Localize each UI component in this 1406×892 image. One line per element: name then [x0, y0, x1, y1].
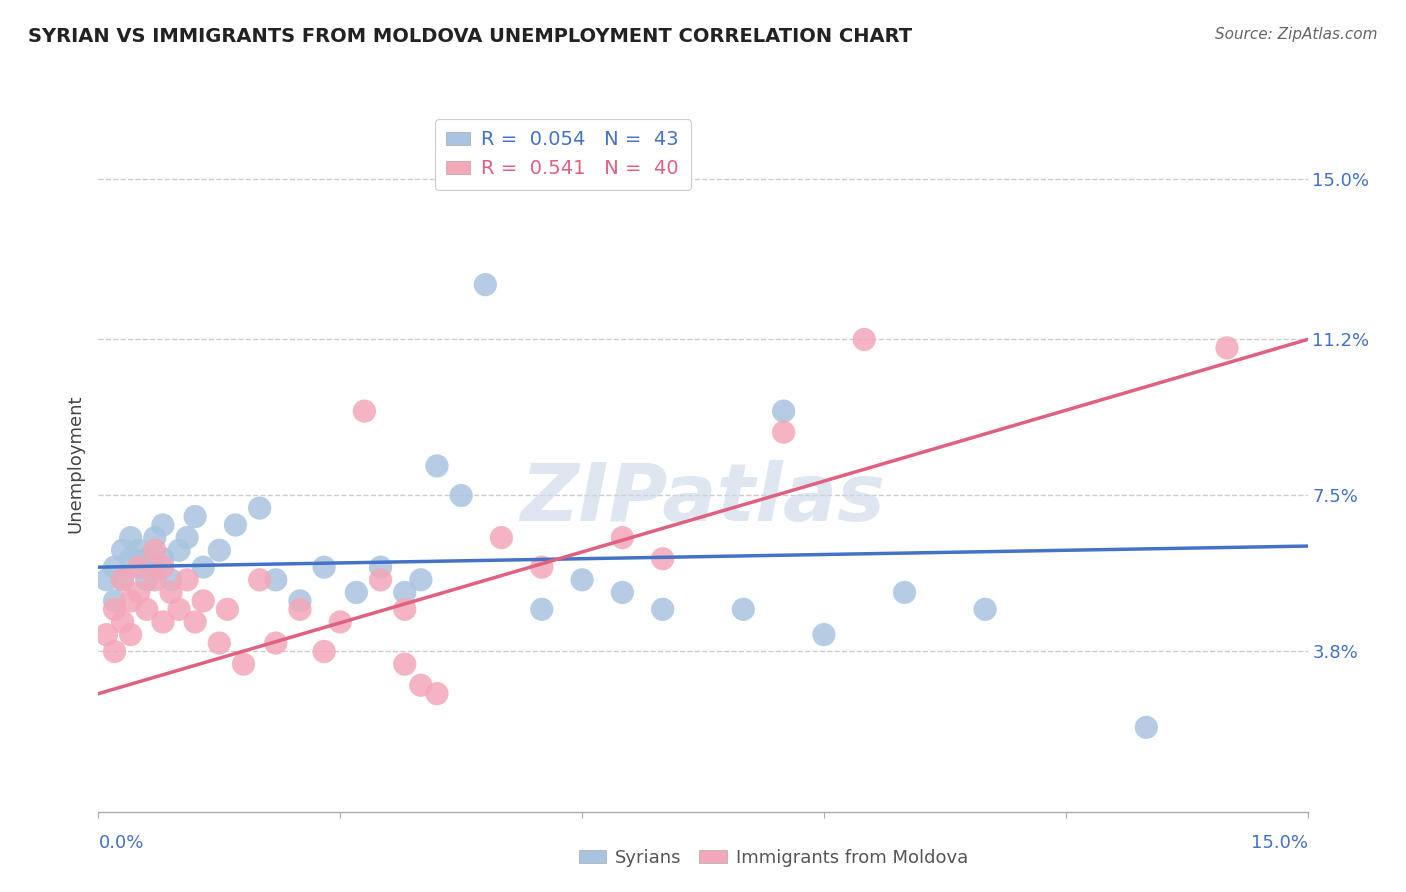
Point: [128, 560, 150, 574]
Point: [612, 585, 634, 599]
Point: [409, 573, 432, 587]
Point: [329, 615, 352, 629]
Point: [394, 585, 416, 599]
Point: [96, 627, 118, 641]
Point: [474, 277, 496, 292]
Point: [184, 509, 207, 524]
Legend: Syrians, Immigrants from Moldova: Syrians, Immigrants from Moldova: [572, 842, 974, 874]
Point: [772, 404, 794, 418]
Point: [120, 551, 142, 566]
Point: [120, 594, 142, 608]
Point: [111, 573, 134, 587]
Point: [450, 488, 472, 502]
Point: [152, 615, 174, 629]
Point: [264, 573, 287, 587]
Point: [314, 560, 336, 574]
Point: [103, 594, 125, 608]
Point: [152, 560, 174, 574]
Point: [193, 594, 215, 608]
Point: [143, 573, 166, 587]
Point: [96, 573, 118, 587]
Point: [135, 573, 157, 587]
Point: [167, 602, 190, 616]
Point: [733, 602, 755, 616]
Point: [128, 585, 150, 599]
Point: [143, 543, 166, 558]
Point: [651, 551, 673, 566]
Point: [120, 531, 142, 545]
Point: [370, 560, 392, 574]
Point: [288, 602, 311, 616]
Point: [160, 573, 183, 587]
Point: [1216, 341, 1239, 355]
Text: 15.0%: 15.0%: [1250, 834, 1308, 852]
Point: [1135, 720, 1157, 734]
Point: [111, 615, 134, 629]
Point: [426, 687, 449, 701]
Point: [426, 458, 449, 473]
Point: [571, 573, 593, 587]
Point: [394, 657, 416, 672]
Point: [160, 585, 183, 599]
Point: [974, 602, 997, 616]
Point: [612, 531, 634, 545]
Text: Source: ZipAtlas.com: Source: ZipAtlas.com: [1215, 27, 1378, 42]
Point: [208, 636, 231, 650]
Point: [249, 573, 271, 587]
Point: [128, 560, 150, 574]
Point: [651, 602, 673, 616]
Point: [152, 551, 174, 566]
Point: [193, 560, 215, 574]
Point: [217, 602, 239, 616]
Point: [264, 636, 287, 650]
Legend: R =  0.054   N =  43, R =  0.541   N =  40: R = 0.054 N = 43, R = 0.541 N = 40: [434, 119, 690, 190]
Point: [208, 543, 231, 558]
Point: [353, 404, 375, 418]
Point: [103, 560, 125, 574]
Point: [893, 585, 915, 599]
Text: 0.0%: 0.0%: [98, 834, 143, 852]
Point: [314, 644, 336, 658]
Point: [143, 531, 166, 545]
Point: [111, 543, 134, 558]
Point: [772, 425, 794, 440]
Point: [288, 594, 311, 608]
Point: [344, 585, 367, 599]
Point: [853, 333, 876, 347]
Point: [224, 518, 246, 533]
Point: [103, 644, 125, 658]
Point: [176, 531, 198, 545]
Point: [491, 531, 513, 545]
Point: [103, 602, 125, 616]
Point: [176, 573, 198, 587]
Point: [249, 501, 271, 516]
Point: [394, 602, 416, 616]
Point: [370, 573, 392, 587]
Point: [135, 602, 157, 616]
Point: [530, 560, 553, 574]
Point: [530, 602, 553, 616]
Point: [167, 543, 190, 558]
Point: [143, 560, 166, 574]
Point: [128, 543, 150, 558]
Point: [232, 657, 254, 672]
Text: ZIPatlas: ZIPatlas: [520, 459, 886, 538]
Point: [409, 678, 432, 692]
Y-axis label: Unemployment: Unemployment: [66, 394, 84, 533]
Point: [184, 615, 207, 629]
Point: [135, 551, 157, 566]
Point: [152, 518, 174, 533]
Text: SYRIAN VS IMMIGRANTS FROM MOLDOVA UNEMPLOYMENT CORRELATION CHART: SYRIAN VS IMMIGRANTS FROM MOLDOVA UNEMPL…: [28, 27, 912, 45]
Point: [120, 627, 142, 641]
Point: [111, 573, 134, 587]
Point: [813, 627, 835, 641]
